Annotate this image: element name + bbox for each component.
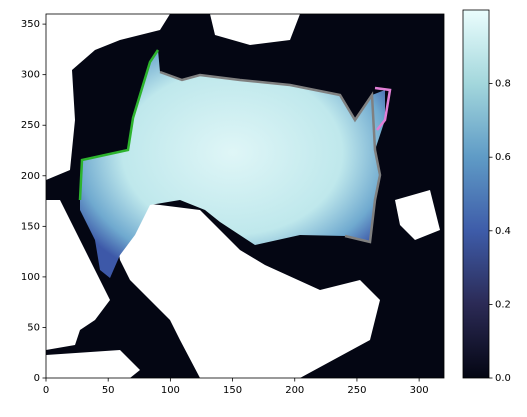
x-tick-label: 100 <box>161 385 180 396</box>
contour <box>78 49 160 201</box>
image <box>46 14 444 378</box>
x-tick-label: 50 <box>102 385 115 396</box>
axes-frame <box>45 13 445 379</box>
y-tick-label: 200 <box>21 171 40 182</box>
colorbar <box>462 9 490 379</box>
land <box>46 350 140 378</box>
colorbar-tick-label: 0.4 <box>495 226 511 237</box>
contour <box>374 86 392 131</box>
colorbar-tick-label: 0.8 <box>495 79 511 90</box>
land <box>395 190 440 240</box>
x-tick-label: 0 <box>43 385 49 396</box>
y-tick-label: 0 <box>34 373 40 384</box>
land <box>110 200 380 378</box>
land <box>210 14 300 45</box>
x-tick-label: 200 <box>285 385 304 396</box>
x-tick-label: 300 <box>410 385 429 396</box>
x-tick-label: 150 <box>223 385 242 396</box>
colorbar-tick-label: 0.2 <box>495 299 511 310</box>
y-tick-label: 350 <box>21 19 40 30</box>
land <box>46 200 110 350</box>
colorbar-tick-label: 0.6 <box>495 152 511 163</box>
y-tick-label: 250 <box>21 120 40 131</box>
x-tick-label: 250 <box>347 385 366 396</box>
y-tick-label: 50 <box>27 322 40 333</box>
y-tick-label: 150 <box>21 221 40 232</box>
colorbar-tick-label: 0.0 <box>495 373 511 384</box>
contour <box>159 70 382 244</box>
sea-ice <box>80 50 385 278</box>
y-tick-label: 300 <box>21 70 40 81</box>
y-tick-label: 100 <box>21 272 40 283</box>
land <box>46 14 170 180</box>
